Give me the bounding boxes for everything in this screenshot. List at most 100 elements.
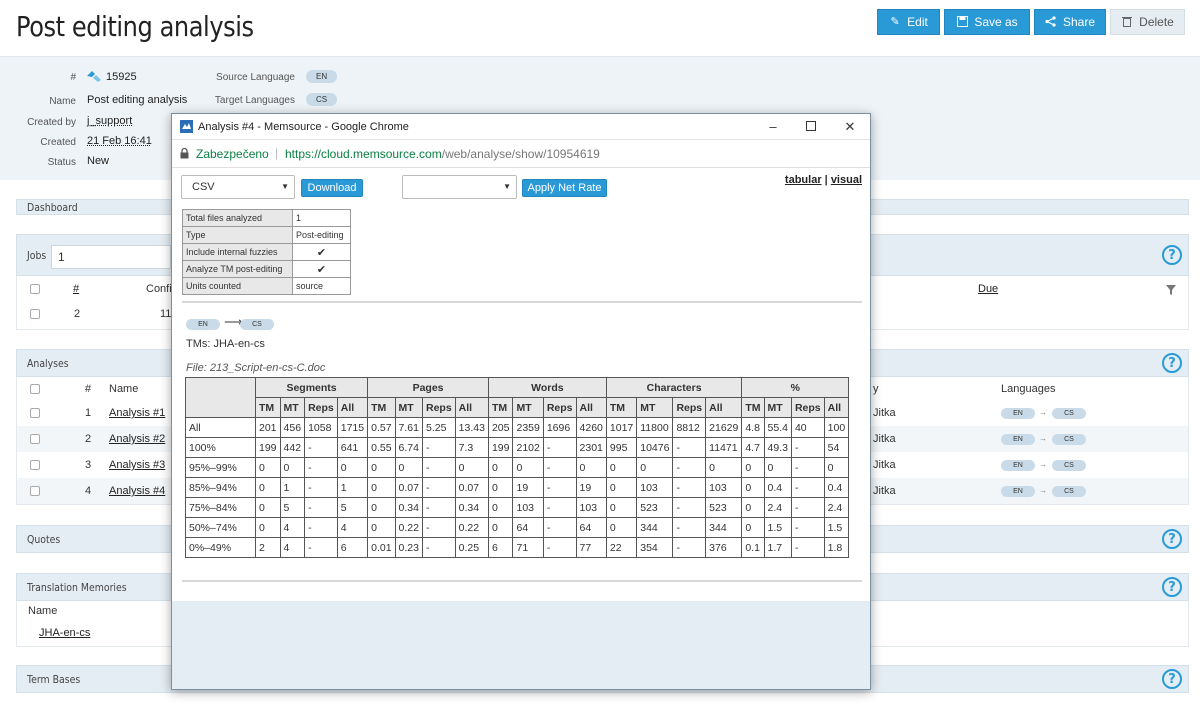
target-languages-value: CS (306, 93, 338, 106)
table-cell: 2 (255, 537, 281, 558)
table-cell: 2359 (512, 417, 544, 438)
term-bases-help-icon[interactable]: ? (1162, 669, 1182, 689)
url-text[interactable]: https://cloud.memsource.com/web/analyse/… (285, 147, 600, 161)
target-languages-label: Target Languages (214, 95, 295, 106)
table-cell: 442 (279, 437, 306, 458)
table-cell: 0 (255, 477, 281, 498)
column-subheader: TM (367, 397, 396, 418)
minimize-icon[interactable]: – (769, 119, 777, 134)
info-row: Type Post-editing (182, 226, 351, 244)
table-row: 0%–49% 2 4-6 0.01 0.23-0.25 6 71-77 22 354-376 0.… (185, 537, 850, 558)
jobs-select-all-checkbox[interactable] (30, 284, 40, 294)
table-cell: 0 (741, 457, 765, 478)
table-cell: 354 (636, 537, 674, 558)
analysis-row-checkbox[interactable] (30, 408, 40, 418)
table-cell: 0 (741, 497, 765, 518)
secure-label: Zabezpečeno (196, 147, 269, 161)
table-cell: 2.4 (823, 497, 850, 518)
export-format-select[interactable]: CSV ▼ (181, 175, 295, 199)
table-cell: 0 (705, 457, 743, 478)
filter-icon[interactable] (1166, 284, 1176, 298)
table-cell: 103 (575, 497, 607, 518)
maximize-icon[interactable] (798, 118, 824, 136)
column-subheader: Reps (421, 397, 456, 418)
column-subheader: All (705, 397, 743, 418)
download-button[interactable]: Download (301, 179, 363, 197)
analysis-row-created-by: Jitka (873, 407, 896, 419)
tm-help-icon[interactable]: ? (1162, 577, 1182, 597)
info-row: Units counted source (182, 277, 351, 295)
table-row: 85%–94% 0 1-1 0 0.07-0.07 0 19-19 0 103-103 0 0.4-… (185, 477, 850, 498)
analyses-select-all-checkbox[interactable] (30, 384, 40, 394)
table-cell: - (421, 477, 456, 498)
apply-net-rate-button[interactable]: Apply Net Rate (522, 179, 607, 197)
popup-title-bar[interactable]: Analysis #4 - Memsource - Google Chrome … (172, 114, 870, 140)
memsource-favicon-icon (180, 120, 193, 136)
match-range-label: All (185, 417, 256, 438)
divider (182, 301, 862, 303)
tm-row-link[interactable]: JHA-en-cs (39, 627, 91, 639)
delete-button[interactable]: Delete (1110, 9, 1185, 35)
table-cell: 641 (336, 437, 369, 458)
analysis-row-link[interactable]: Analysis #4 (109, 485, 166, 497)
table-cell: 1 (336, 477, 369, 498)
table-cell: 995 (605, 437, 638, 458)
table-cell: 0 (605, 477, 638, 498)
table-cell: 1017 (605, 417, 638, 438)
info-row: Total files analyzed 1 (182, 209, 351, 227)
table-cell: 0 (605, 457, 638, 478)
table-cell: - (790, 497, 825, 518)
column-subheader: TM (605, 397, 638, 418)
jobs-col-confirmed[interactable]: Confi (146, 283, 172, 295)
net-rate-select[interactable]: ▼ (402, 175, 517, 199)
tabular-view-link[interactable]: tabular (784, 174, 822, 186)
address-bar[interactable]: Zabezpečeno | https://cloud.memsource.co… (172, 140, 870, 168)
save-as-button[interactable]: Save as (944, 9, 1030, 35)
match-range-label: 85%–94% (185, 477, 256, 498)
visual-view-link[interactable]: visual (830, 174, 862, 186)
table-cell: 0.55 (367, 437, 396, 458)
table-cell: - (672, 537, 707, 558)
source-language-value: EN (306, 70, 338, 83)
table-cell: 0 (367, 457, 396, 478)
column-subheader: All (823, 397, 850, 418)
analysis-row-link[interactable]: Analysis #1 (109, 407, 166, 419)
analysis-row-created-by: Jitka (873, 433, 896, 445)
column-subheader: All (575, 397, 607, 418)
analysis-row-link[interactable]: Analysis #3 (109, 459, 166, 471)
table-cell: - (542, 537, 577, 558)
table-corner (185, 377, 256, 418)
table-cell: 11800 (636, 417, 674, 438)
jobs-col-due[interactable]: Due (978, 283, 999, 295)
table-cell: - (542, 437, 577, 458)
table-cell: - (542, 457, 577, 478)
table-cell: 523 (636, 497, 674, 518)
table-cell: - (542, 517, 577, 538)
analysis-row-checkbox[interactable] (30, 460, 40, 470)
job-row-checkbox[interactable] (30, 309, 40, 319)
table-cell: 6.74 (394, 437, 423, 458)
analysis-row-link[interactable]: Analysis #2 (109, 433, 166, 445)
table-cell: 0.22 (394, 517, 423, 538)
match-range-label: 0%–49% (185, 537, 256, 558)
table-cell: 0.1 (741, 537, 765, 558)
jobs-col-hash[interactable]: # (73, 283, 80, 295)
analyses-col-languages: Languages (1001, 383, 1056, 395)
analysis-row-checkbox[interactable] (30, 486, 40, 496)
info-key: Units counted (182, 277, 293, 295)
table-cell: 19 (575, 477, 607, 498)
edit-button[interactable]: ✎ Edit (877, 9, 940, 35)
share-button[interactable]: Share (1034, 9, 1106, 35)
analysis-row-source-lang: EN (1001, 460, 1035, 471)
table-cell: 0 (823, 457, 850, 478)
analysis-row-checkbox[interactable] (30, 434, 40, 444)
analyses-help-icon[interactable]: ? (1162, 353, 1182, 373)
analysis-popup-window[interactable]: Analysis #4 - Memsource - Google Chrome … (171, 113, 871, 690)
table-cell: 0.23 (394, 537, 423, 558)
created-by-value[interactable]: j_support (87, 115, 133, 127)
column-group-header: Words (487, 377, 607, 398)
jobs-help-icon[interactable]: ? (1162, 245, 1182, 265)
quotes-help-icon[interactable]: ? (1162, 529, 1182, 549)
jobs-filter-input[interactable]: 1 (51, 245, 171, 269)
close-icon[interactable]: ✕ (844, 119, 856, 134)
